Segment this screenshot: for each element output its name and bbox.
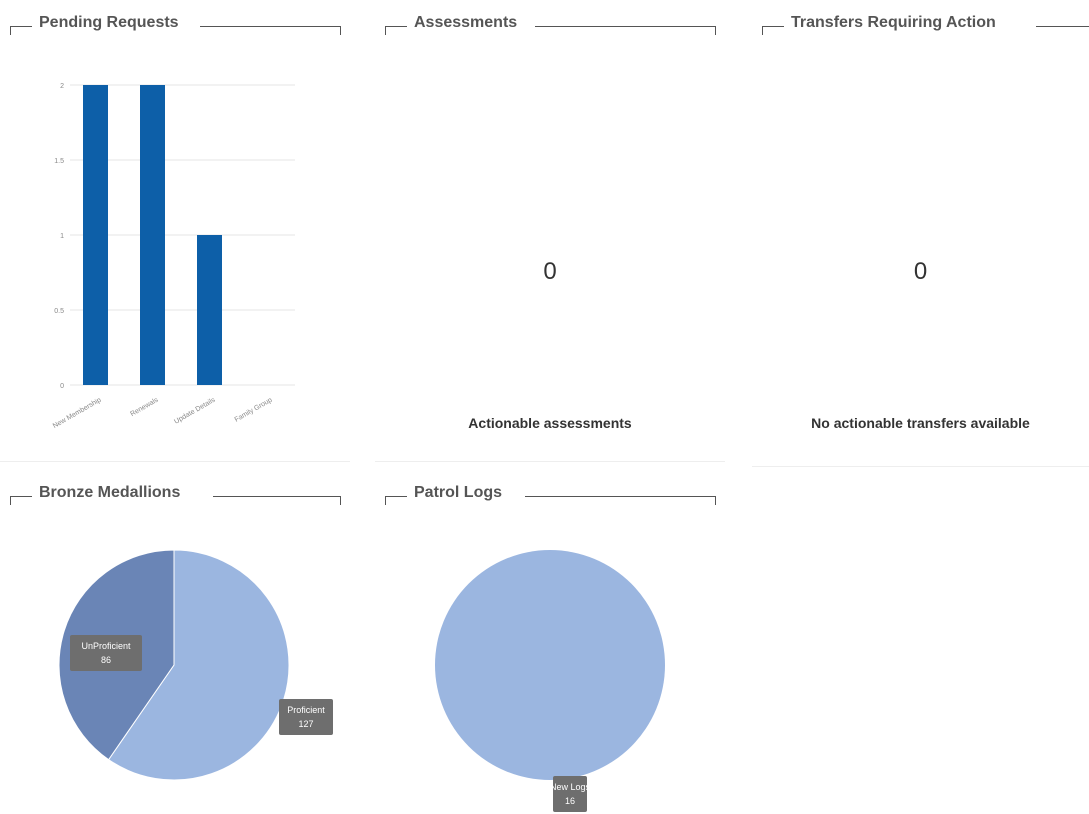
card-header: Bronze Medallions: [0, 470, 350, 510]
x-tick-label: Family Group: [234, 397, 274, 424]
bronze-medallions-card: Bronze Medallions Proficient 127 UnProfici…: [0, 470, 350, 814]
header-bracket-left: [762, 26, 763, 35]
data-label-name: UnProficient: [81, 641, 131, 651]
pending-requests-bar-chart: 0 0.5 1 1.5 2 New Membership Renewals Update De…: [52, 83, 295, 430]
y-tick-label: 0: [60, 383, 64, 390]
assessments-footer-label: Actionable assessments: [468, 415, 632, 431]
card-title: Pending Requests: [39, 14, 183, 32]
data-label-value: 16: [565, 796, 575, 806]
y-tick-label: 2: [60, 83, 64, 90]
header-rule-right: [1036, 26, 1089, 27]
data-label-value: 86: [101, 655, 111, 665]
card-header: Pending Requests: [0, 0, 350, 40]
pie-data-label: Proficient 127: [279, 699, 333, 735]
header-bracket-left: [385, 496, 386, 505]
header-bracket-right: [715, 26, 716, 35]
header-rule-right: [525, 496, 715, 497]
header-bracket-left: [385, 26, 386, 35]
header-bracket-right: [340, 496, 341, 505]
assessments-count: 0: [543, 258, 557, 285]
y-tick-label: 1.5: [54, 158, 64, 165]
card-title: Transfers Requiring Action: [791, 14, 1000, 32]
header-rule-left: [10, 496, 32, 497]
bar-new-membership: [83, 85, 108, 385]
data-label-box: [70, 635, 142, 671]
bar-update-details: [197, 235, 222, 385]
card-header: Transfers Requiring Action: [752, 0, 1089, 40]
data-label-name: Proficient: [287, 705, 325, 715]
y-tick-label: 0.5: [54, 308, 64, 315]
y-tick-label: 1: [60, 233, 64, 240]
patrol-logs-card: Patrol Logs New Logs 16: [375, 470, 725, 814]
x-tick-label: Update Details: [173, 396, 217, 425]
header-rule-left: [762, 26, 784, 27]
data-label-value: 127: [298, 719, 313, 729]
card-title: Patrol Logs: [414, 484, 507, 502]
header-rule-left: [385, 496, 407, 497]
card-header: Patrol Logs: [375, 470, 725, 510]
transfers-count: 0: [913, 258, 928, 285]
header-bracket-right: [340, 26, 341, 35]
card-header: Assessments: [375, 0, 725, 40]
transfers-card: Transfers Requiring Action 0 No actionab…: [752, 0, 1089, 470]
pie-data-label: New Logs 16: [550, 776, 591, 812]
header-rule-right: [213, 496, 340, 497]
header-bracket-left: [10, 496, 11, 505]
assessments-card: Assessments 0 Actionable assessments: [375, 0, 725, 462]
pie-slice-new-logs: [435, 550, 665, 780]
header-rule-left: [385, 26, 407, 27]
header-bracket-left: [10, 26, 11, 35]
header-rule-right: [200, 26, 340, 27]
header-rule-right: [535, 26, 715, 27]
card-divider: [752, 466, 1089, 467]
x-tick-label: Renewals: [129, 396, 160, 418]
card-title: Assessments: [414, 14, 522, 32]
header-bracket-right: [715, 496, 716, 505]
card-title: Bronze Medallions: [39, 484, 185, 502]
pie-data-label: UnProficient 86: [70, 635, 142, 671]
data-label-box: [279, 699, 333, 735]
bronze-medallions-pie-chart: Proficient 127 UnProficient 86: [58, 549, 333, 781]
bar-renewals: [140, 85, 165, 385]
data-label-box: [553, 776, 587, 812]
card-divider: [0, 461, 350, 462]
data-label-name: New Logs: [550, 782, 591, 792]
patrol-logs-pie-chart: New Logs 16: [435, 550, 665, 812]
x-tick-label: New Membership: [52, 397, 103, 430]
pending-requests-card: Pending Requests 0 0.5 1 1.5 2 New Membership…: [0, 0, 350, 462]
card-divider: [375, 461, 725, 462]
header-rule-left: [10, 26, 32, 27]
transfers-footer-label: No actionable transfers available: [811, 415, 1030, 431]
